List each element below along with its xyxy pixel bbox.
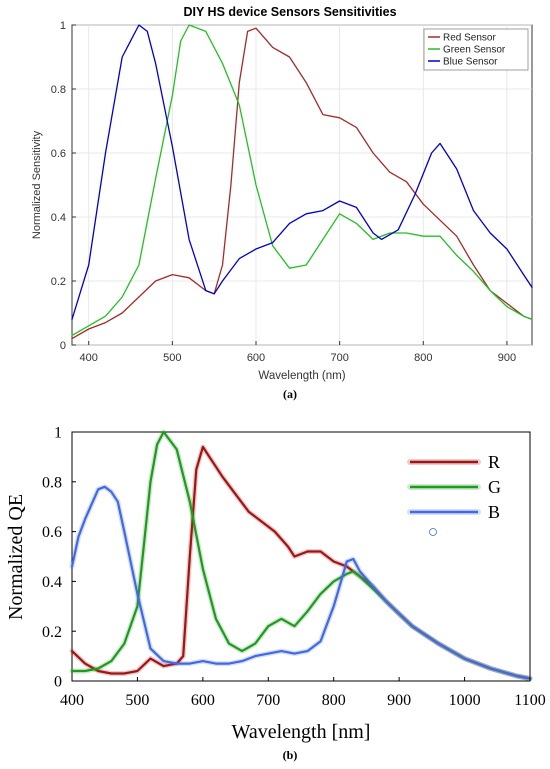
chart-b: 400 500 600 700 800 900 1000 1100 0 0.2 0.4 0.6 0.8 1… [5,425,546,762]
chart-a-y-tick-label: 0.4 [51,212,66,224]
chart-b-x-axis-label: Wavelength [nm] [232,721,371,743]
chart-a-y-tick-label: 0 [60,340,66,352]
chart-a-series-line-red-sensor [71,27,533,340]
chart-b-y-tick-label: 0.4 [42,574,62,591]
chart-a-y-tick-label: 1 [60,20,66,32]
chart-b-y-tick-label: 0.8 [42,474,62,491]
chart-b-x-tick-label: 500 [125,692,149,709]
chart-a-legend-label: Blue Sensor [443,57,498,68]
chart-b-x-tick-label: 800 [322,692,346,709]
chart-a-x-tick-label: 400 [80,352,98,364]
chart-a-y-tick-label: 0.6 [51,148,66,160]
chart-b-y-tick-label: 0.2 [42,624,62,641]
chart-b-x-tick-label: 1000 [449,692,481,709]
chart-a-y-tick-label: 0.2 [51,276,66,288]
chart-b-x-tick-label: 400 [60,692,84,709]
chart-b-axes: 400 500 600 700 800 900 1000 1100 0 0.2 0.4 0.6 0.8 1 [42,425,546,709]
chart-b-series-line-b [70,485,532,680]
chart-a-x-tick-label: 800 [414,352,432,364]
chart-b-y-tick-label: 0.6 [42,524,62,541]
chart-a-legend-label: Green Sensor [443,45,506,56]
chart-b-x-tick-label: 1100 [514,692,545,709]
chart-a-series-line-blue-sensor [71,24,533,321]
chart-a-caption: (a) [283,387,297,401]
chart-a-legend-label: Red Sensor [443,33,496,44]
chart-b-legend-label: R [488,452,500,472]
chart-a-y-axis-label: Normalized Sensitivity [31,130,43,239]
chart-a-title: DIY HS device Sensors Sensitivities [183,5,396,19]
chart-b-x-tick-label: 600 [191,692,215,709]
chart-b-lines [69,429,533,681]
chart-b-x-tick-label: 900 [387,692,411,709]
chart-b-legend: RGB [407,452,501,522]
chart-b-y-tick-label: 0 [54,674,62,691]
chart-a-plot-area [71,24,533,346]
chart-a-legend-box [423,28,529,71]
chart-b-legend-label: G [488,477,501,497]
chart-a-x-axis-label: Wavelength (nm) [258,370,345,382]
chart-b-y-axis-label: Normalized QE [5,494,27,620]
chart-a-axes: 400 500 600 700 800 900 0 0.2 0.4 0.6 0.8 1 [51,20,516,364]
chart-b-caption: (b) [283,748,298,762]
chart-a-x-tick-label: 600 [247,352,265,364]
chart-a-x-tick-label: 900 [498,352,516,364]
chart-a: DIY HS device Sensors Sensitivities 400 5… [31,5,533,401]
chart-b-y-tick-label: 1 [54,425,62,442]
chart-a-y-tick-label: 0.8 [51,84,66,96]
chart-a-series-line-green-sensor [71,24,533,337]
chart-a-x-tick-label: 500 [163,352,181,364]
chart-a-lines [71,24,533,340]
chart-a-x-tick-label: 700 [330,352,348,364]
chart-b-legend-label: B [488,502,500,522]
chart-b-x-tick-label: 700 [256,692,280,709]
chart-b-marker-circle [429,528,437,536]
